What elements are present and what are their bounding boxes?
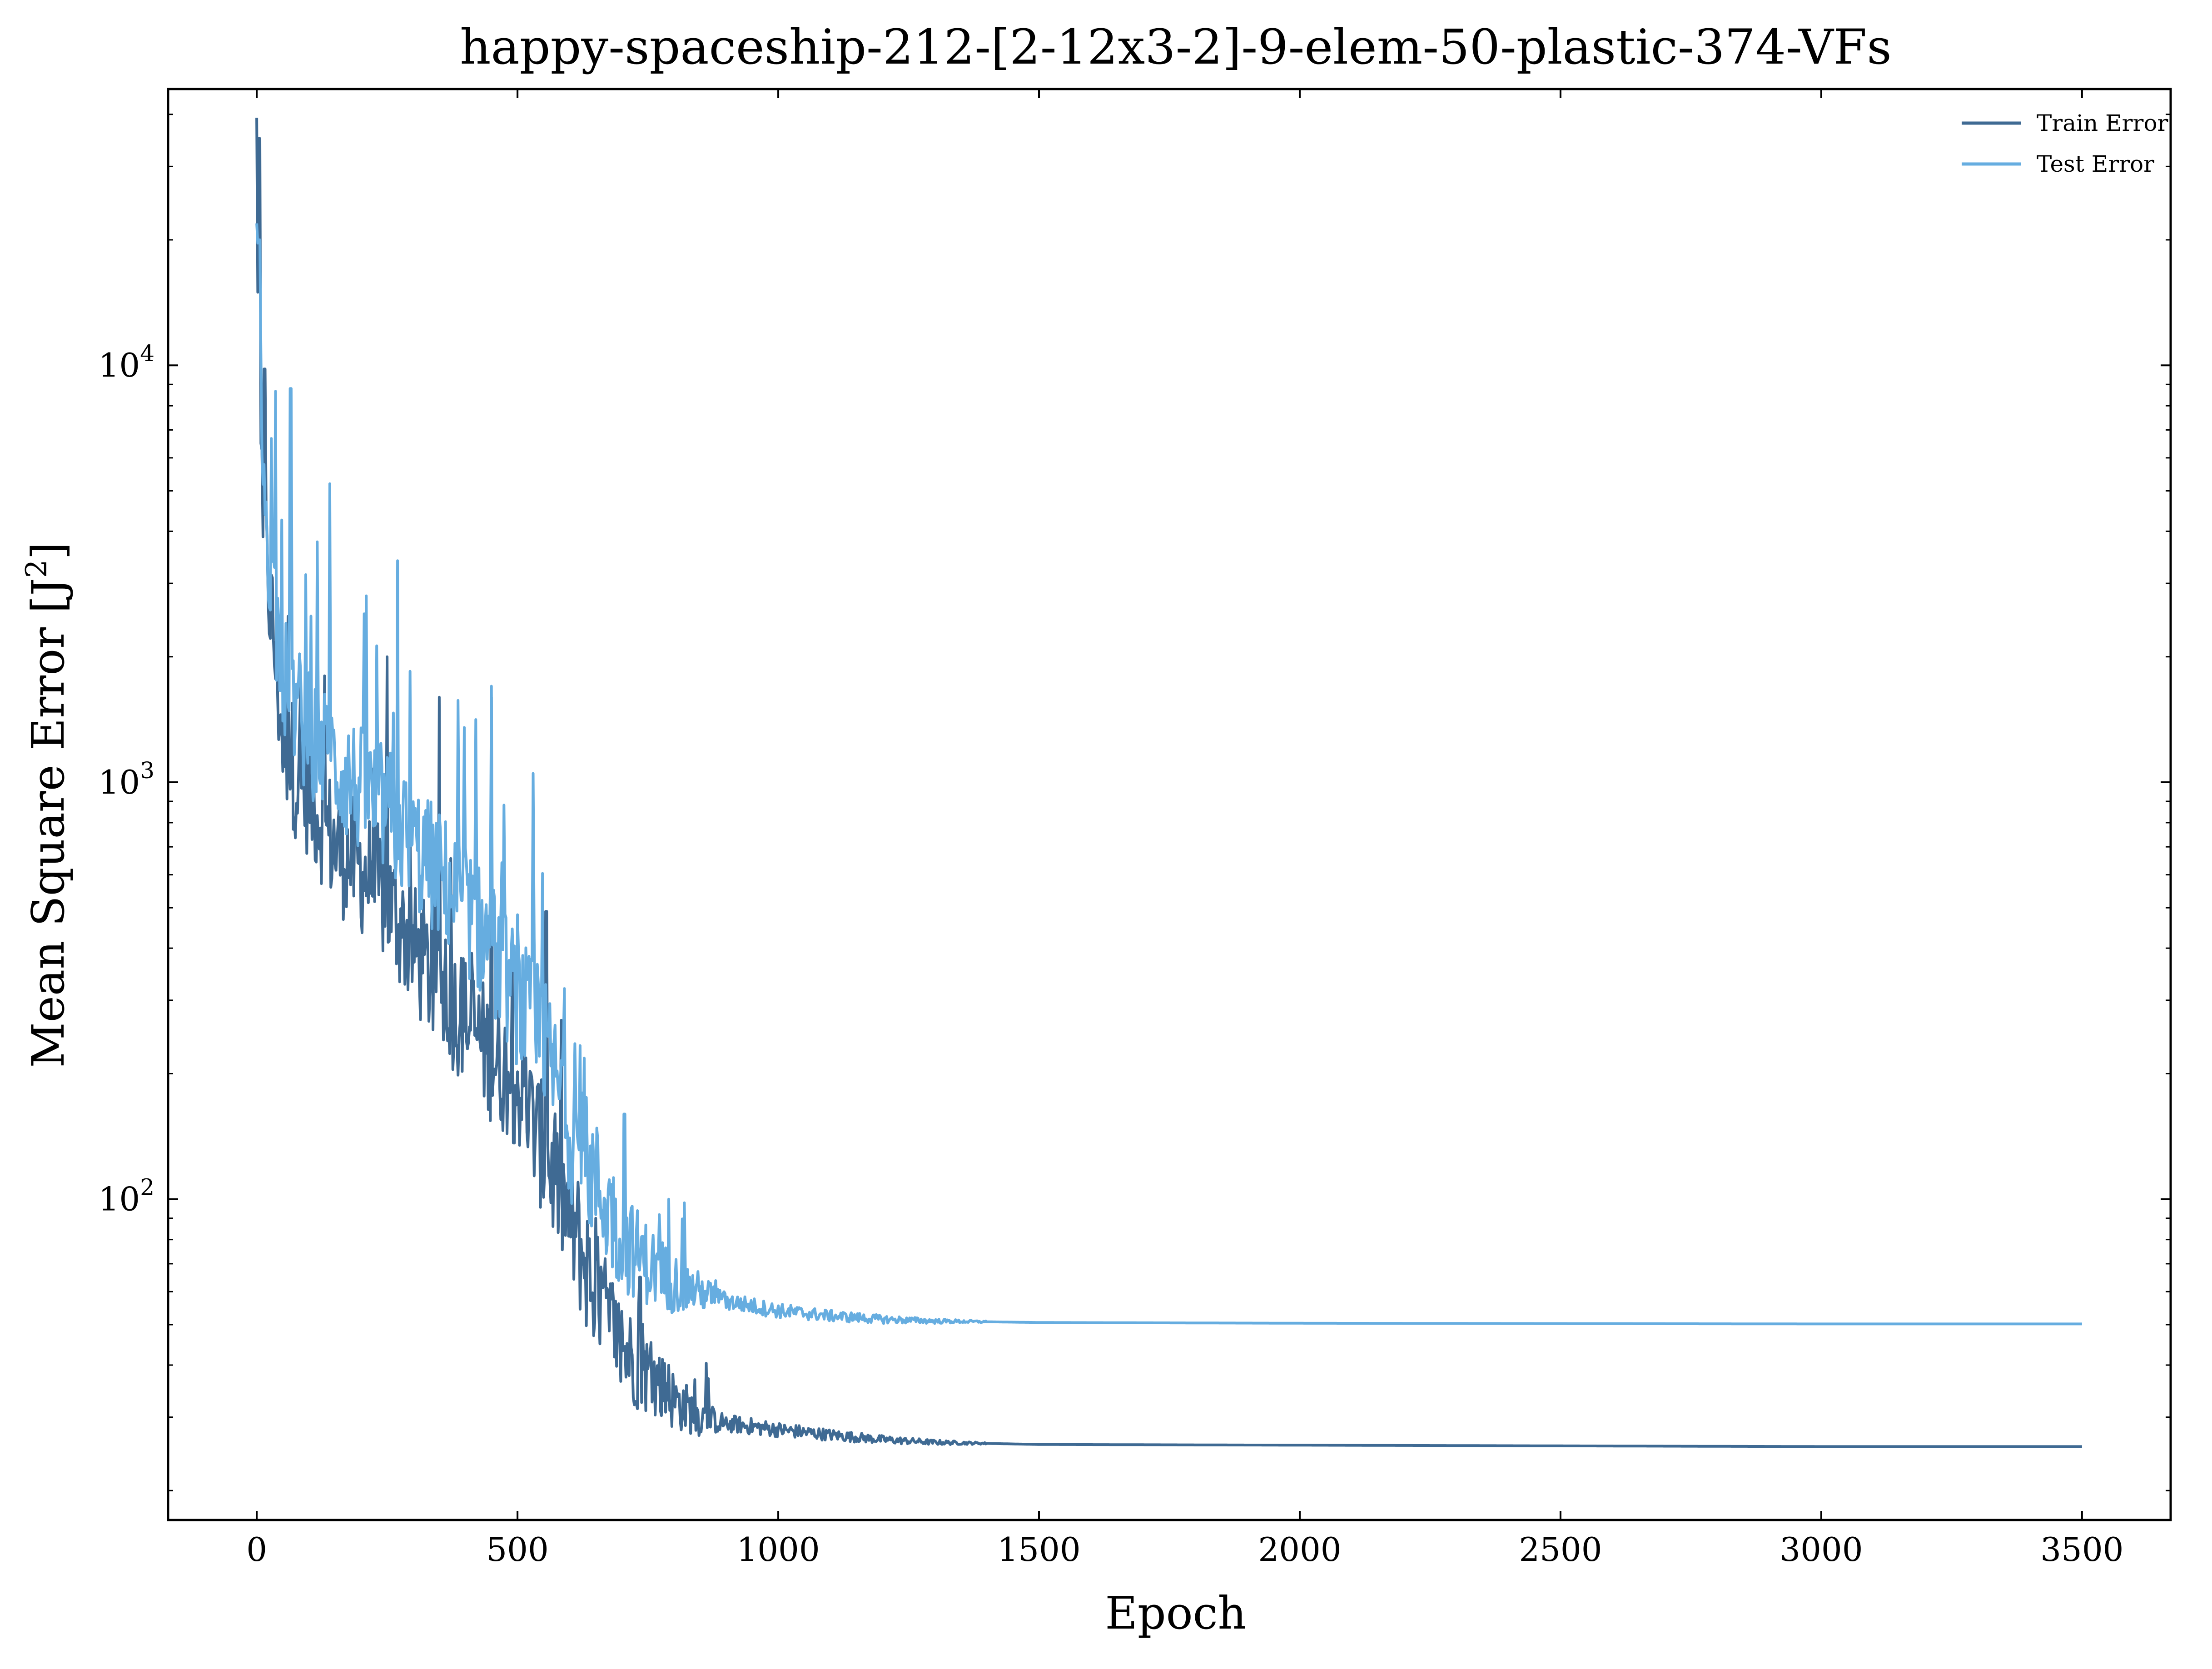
y-tick-label: 103: [99, 757, 154, 801]
x-tick-label: 1500: [997, 1530, 1080, 1569]
series-group: [255, 118, 2083, 1448]
y-tick-label-base: 10: [99, 346, 140, 384]
legend-label-test-error: Test Error: [2037, 151, 2154, 177]
y-tick-label-base: 10: [99, 763, 140, 801]
plot-area: [255, 118, 2083, 1448]
y-axis-label-main: Mean Square Error [J: [23, 578, 75, 1068]
legend-label-train-error: Train Error: [2037, 110, 2168, 136]
x-axis-label: Epoch: [1105, 1588, 1246, 1639]
x-tick-label: 2500: [1519, 1530, 1602, 1569]
x-tick-label: 3000: [1780, 1530, 1863, 1569]
series-line-train-error: [255, 118, 2083, 1448]
axes-frame: [167, 88, 2172, 1521]
y-tick-label-exponent: 2: [140, 1174, 154, 1201]
y-tick-label-exponent: 4: [140, 340, 154, 367]
y-axis-label: Mean Square Error [J2]: [20, 542, 75, 1068]
legend: Train Error Test Error: [1962, 110, 2168, 177]
x-tick-label: 0: [246, 1530, 267, 1569]
x-tick-label: 1000: [736, 1530, 820, 1569]
x-tick-label: 500: [486, 1530, 548, 1569]
y-tick-label: 102: [99, 1174, 154, 1218]
chart-title: happy-spaceship-212-[2-12x3-2]-9-elem-50…: [460, 19, 1892, 75]
x-tick-label: 3500: [2040, 1530, 2123, 1569]
y-tick-label-base: 10: [99, 1180, 140, 1218]
y-tick-label-exponent: 3: [140, 757, 154, 784]
series-line-test-error: [255, 223, 2083, 1326]
x-tick-label: 2000: [1258, 1530, 1341, 1569]
y-axis-label-tail: ]: [23, 542, 75, 559]
y-axis-label-superscript: 2: [20, 560, 54, 578]
y-tick-label: 104: [99, 340, 154, 384]
